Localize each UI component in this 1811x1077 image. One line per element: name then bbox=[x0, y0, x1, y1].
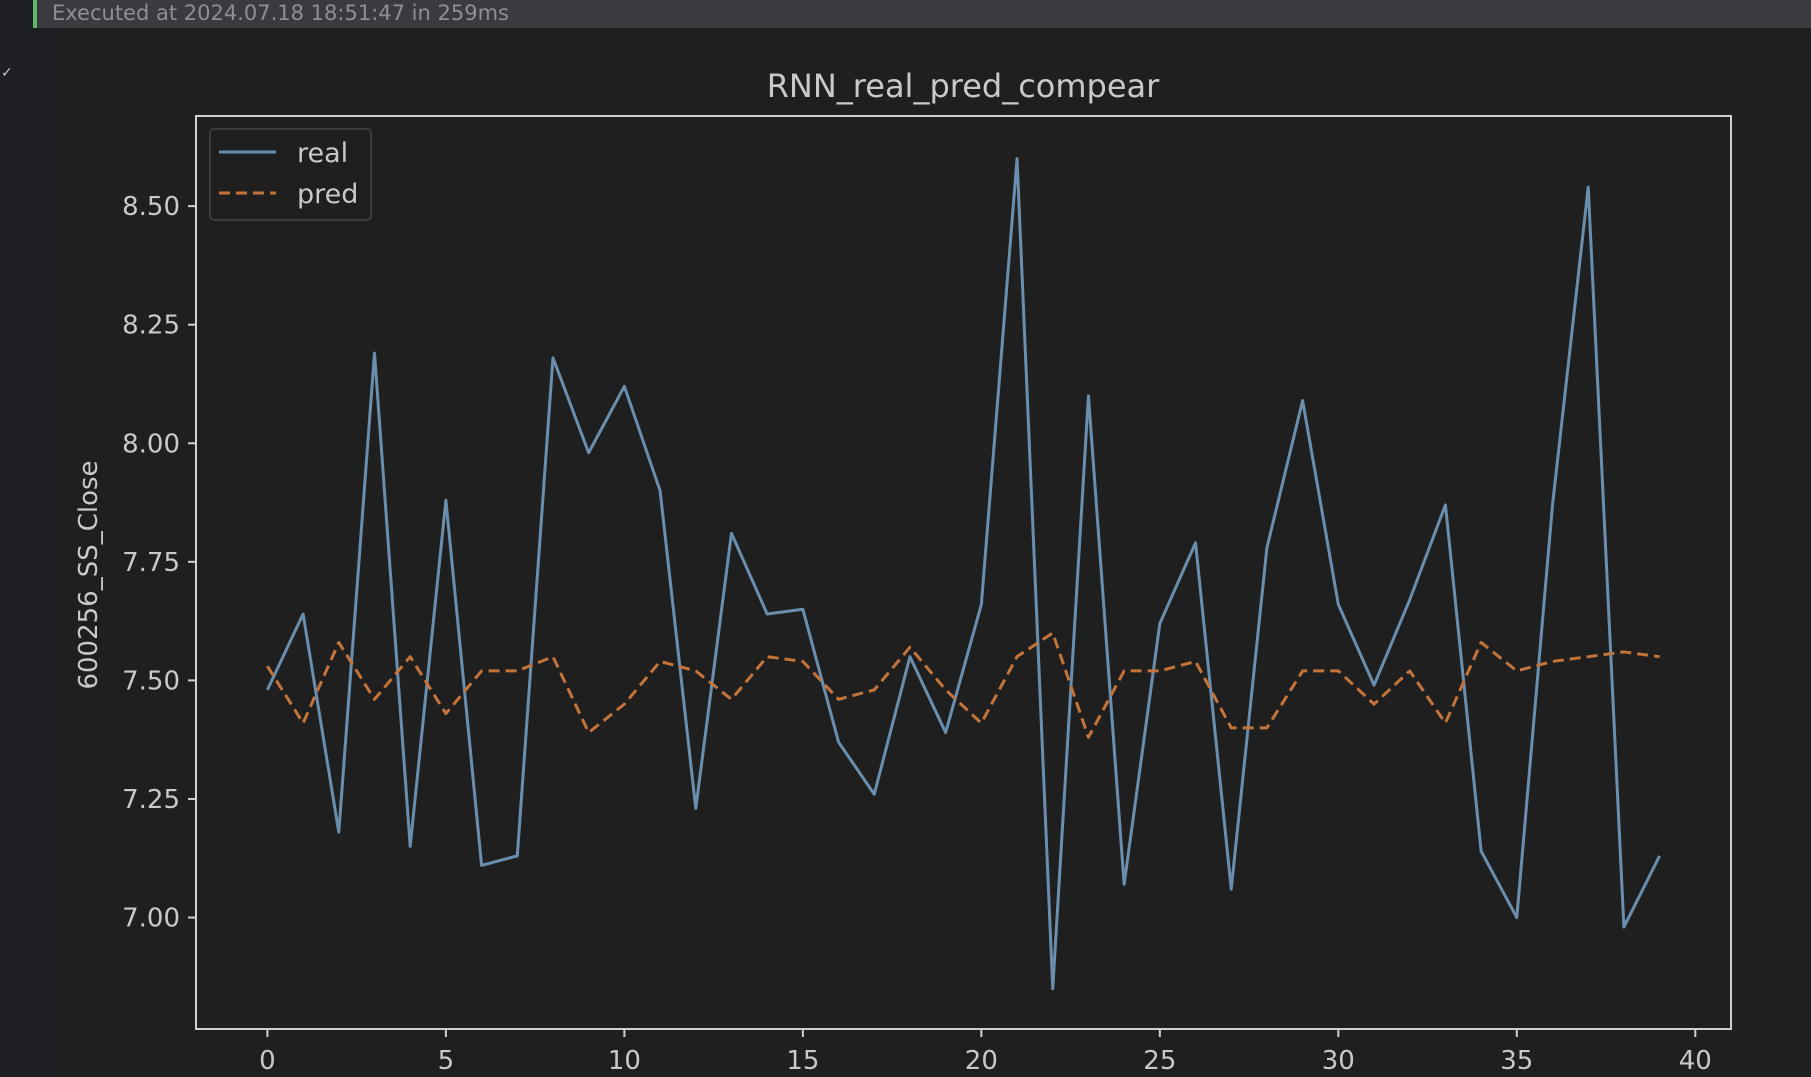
x-tick-label: 15 bbox=[786, 1046, 819, 1076]
ticks-layer: 0 5 10 15 20 25 30 35 40 7.00 7.25 7.50 7.75 8.00 8.25… bbox=[122, 192, 1712, 1076]
execution-status-bar bbox=[33, 0, 1811, 28]
y-tick-label: 7.25 bbox=[122, 785, 180, 815]
x-tick-label: 35 bbox=[1500, 1046, 1533, 1076]
series-line-real bbox=[266, 157, 1661, 991]
x-tick-label: 20 bbox=[965, 1046, 998, 1076]
legend: real pred bbox=[209, 128, 372, 221]
x-tick-label: 40 bbox=[1679, 1046, 1712, 1076]
y-tick-label: 8.50 bbox=[122, 192, 180, 222]
execution-status-text: Executed at 2024.07.18 18:51:47 in 259ms bbox=[52, 1, 509, 25]
y-axis-label: 600256_SS_Close bbox=[74, 460, 104, 689]
chart-title: RNN_real_pred_compear bbox=[767, 67, 1160, 105]
y-tick-label: 8.00 bbox=[122, 429, 180, 459]
x-tick-label: 30 bbox=[1322, 1046, 1355, 1076]
checkmark-icon: ✓ bbox=[1, 65, 13, 81]
x-tick-label: 0 bbox=[259, 1046, 276, 1076]
x-tick-label: 25 bbox=[1143, 1046, 1176, 1076]
cell-gutter bbox=[0, 28, 33, 1077]
legend-label-pred: pred bbox=[297, 179, 358, 210]
y-tick-label: 7.50 bbox=[122, 666, 180, 696]
y-tick-label: 7.00 bbox=[122, 904, 180, 934]
y-tick-label: 8.25 bbox=[122, 311, 180, 341]
series-layer bbox=[266, 157, 1661, 991]
x-tick-label: 5 bbox=[438, 1046, 455, 1076]
y-tick-label: 7.75 bbox=[122, 548, 180, 578]
legend-label-real: real bbox=[297, 138, 348, 169]
plot-area-frame bbox=[195, 115, 1732, 1030]
x-tick-label: 10 bbox=[608, 1046, 641, 1076]
series-line-pred bbox=[266, 631, 1660, 739]
